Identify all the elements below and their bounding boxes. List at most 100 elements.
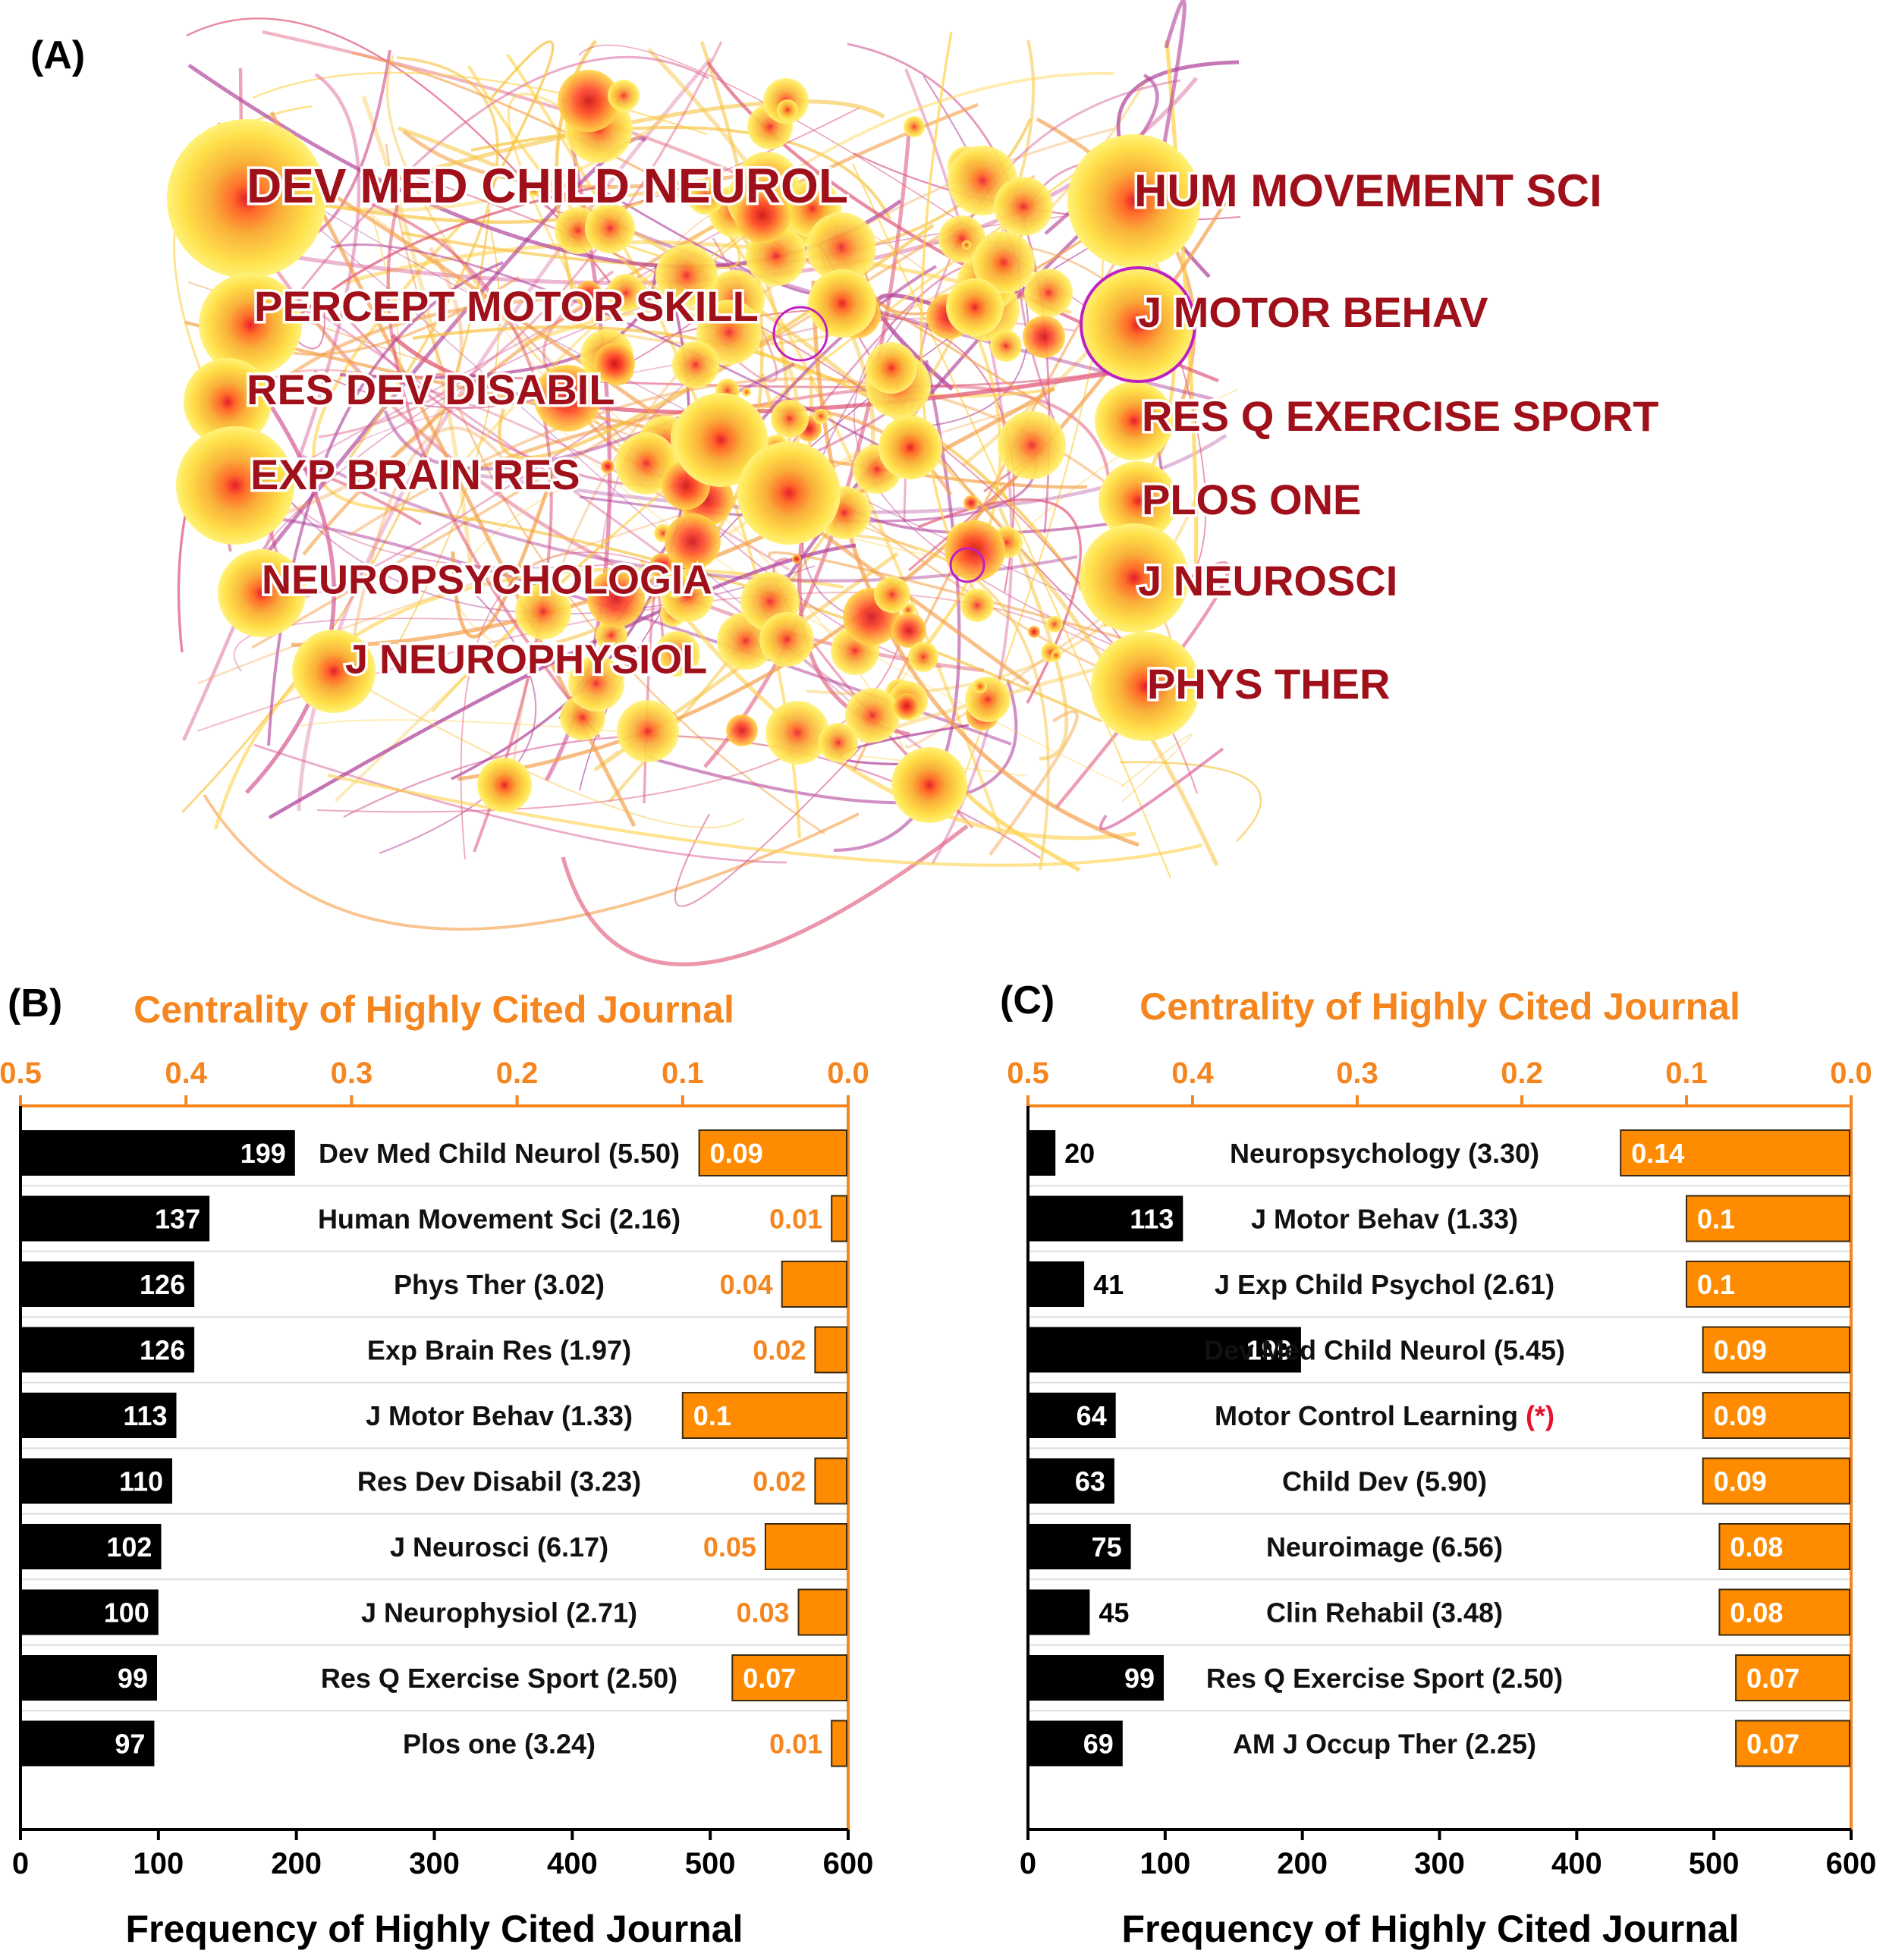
network-edge [344, 240, 1072, 315]
centrality-bar [1735, 1720, 1851, 1767]
journal-name-text: Clin Rehabil (3.48) [1266, 1597, 1503, 1629]
network-hub-node [737, 441, 841, 545]
network-node [891, 613, 926, 648]
network-node [734, 187, 791, 243]
journal-note: (*) [1526, 1400, 1554, 1431]
journal-name-text: Neuropsychology (3.30) [1230, 1138, 1539, 1169]
network-node [608, 80, 640, 112]
panel-c-label: (C) [1000, 978, 1055, 1022]
journal-name-text: J Motor Behav (1.33) [366, 1400, 633, 1431]
network-nodes [167, 70, 1201, 823]
centrality-bar [797, 1588, 847, 1636]
network-node [777, 99, 798, 121]
frequency-label: 99 [118, 1663, 148, 1694]
node-label: HUM MOVEMENT SCI [1134, 165, 1602, 216]
network-node [1028, 626, 1040, 638]
top-tick-label: 0.0 [1830, 1057, 1872, 1090]
network-node [607, 274, 645, 312]
panel-a-label: (A) [30, 33, 85, 77]
journal-name: Plos one (3.24) [403, 1729, 596, 1760]
network-edge [555, 39, 597, 299]
frequency-label: 20 [1064, 1138, 1095, 1169]
network-edge [397, 230, 501, 645]
network-node [527, 183, 541, 196]
network-hub-node [946, 278, 1004, 336]
network-edge [379, 594, 537, 854]
network-edge [385, 143, 825, 835]
network-edge [239, 363, 336, 794]
bottom-tick-label: 500 [1689, 1847, 1740, 1880]
frequency-bar [1028, 1589, 1090, 1635]
centrality-bar [831, 1720, 847, 1767]
frequency-label: 113 [123, 1400, 167, 1431]
panel-b-label: (B) [8, 982, 62, 1026]
network-edge [497, 224, 935, 460]
network-edge [233, 617, 569, 672]
bottom-tick-label: 200 [271, 1847, 322, 1880]
centrality-bar [1686, 1261, 1850, 1308]
network-node [1051, 650, 1061, 661]
frequency-label: 64 [1077, 1400, 1107, 1431]
frequency-bar [20, 1524, 162, 1569]
frequency-label: 63 [1075, 1466, 1105, 1497]
journal-name-text: Phys Ther (3.02) [394, 1269, 605, 1300]
network-hub-node [199, 273, 302, 376]
network-node [687, 178, 724, 215]
network-hub-node [1091, 632, 1200, 741]
node-label: EXP BRAIN RES [250, 451, 580, 498]
network-edge [561, 824, 969, 966]
network-node [759, 612, 814, 667]
frequency-label: 110 [119, 1466, 163, 1497]
centrality-label: 0.01 [769, 1729, 822, 1760]
bottom-tick-label: 600 [1826, 1847, 1877, 1880]
network-node [866, 342, 917, 394]
journal-name-text: Child Dev (5.90) [1282, 1466, 1487, 1497]
network-node [742, 388, 751, 397]
frequency-bar [1028, 1195, 1183, 1242]
network-edge [330, 243, 881, 448]
network-edge [386, 203, 601, 739]
top-tick-label: 0.2 [496, 1057, 539, 1090]
journal-name-text: Exp Brain Res (1.97) [367, 1335, 631, 1366]
network-node [601, 460, 615, 473]
network-node [962, 240, 971, 250]
network-node [819, 723, 858, 762]
node-label: PERCEPT MOTOR SKILL [254, 282, 759, 330]
journal-name: Dev Med Child Neurol (5.50) [319, 1138, 680, 1169]
journal-name: J Neurosci (6.17) [390, 1531, 608, 1563]
top-tick-label: 0.5 [0, 1057, 42, 1090]
frequency-bar [1028, 1130, 1056, 1176]
network-edge [361, 96, 474, 580]
centrality-bar [764, 1523, 848, 1570]
journal-name: Dev Med Child Neurol (5.45) [1204, 1335, 1565, 1366]
panel-c-top-axis-title: Centrality of Highly Cited Journal [1139, 985, 1740, 1028]
centrality-label: 0.05 [703, 1531, 756, 1563]
frequency-bar [20, 1195, 210, 1242]
journal-name: Neuroimage (6.56) [1266, 1531, 1503, 1563]
network-edge [460, 551, 692, 860]
journal-name-text: J Motor Behav (1.33) [1251, 1204, 1518, 1235]
journal-name: Res Q Exercise Sport (2.50) [1206, 1663, 1563, 1694]
journal-name-text: Human Movement Sci (2.16) [318, 1204, 681, 1235]
network-edge [998, 507, 1069, 761]
frequency-label: 137 [155, 1204, 200, 1235]
journal-name: Neuropsychology (3.30) [1230, 1138, 1539, 1169]
centrality-label: 0.08 [1730, 1597, 1783, 1629]
journal-name: J Motor Behav (1.33) [366, 1400, 633, 1431]
network-node [594, 343, 635, 384]
top-tick-label: 0.0 [827, 1057, 869, 1090]
centrality-label: 0.04 [720, 1269, 773, 1300]
journal-name-text: Res Dev Disabil (3.23) [357, 1466, 641, 1497]
network-hub-node [1099, 461, 1177, 540]
node-label: J NEUROPHYSIOL [345, 636, 707, 682]
network-node [845, 688, 900, 743]
node-label: PLOS ONE [1142, 476, 1361, 523]
network-node [998, 411, 1066, 479]
network-hub-node [879, 416, 942, 479]
frequency-bar [20, 1589, 159, 1635]
network-node [665, 514, 721, 570]
network-node [534, 365, 601, 432]
frequency-label: 199 [1246, 1335, 1292, 1366]
top-tick-label: 0.5 [1007, 1057, 1049, 1090]
centrality-label: 0.1 [1697, 1269, 1735, 1300]
